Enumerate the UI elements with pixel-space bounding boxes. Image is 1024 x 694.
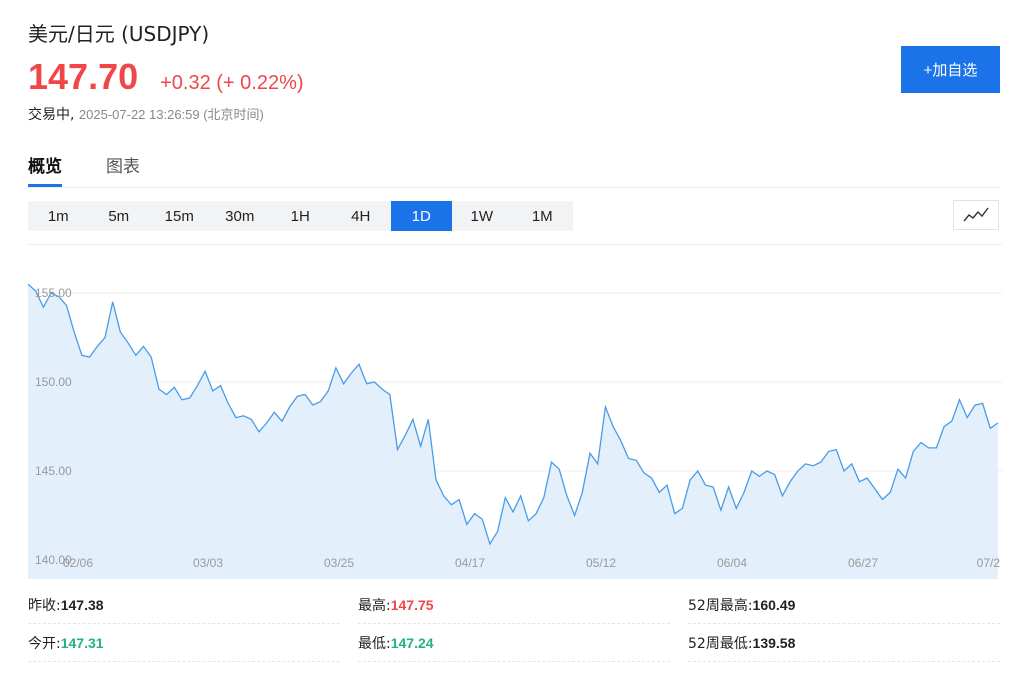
stat-label: 52周最低:	[688, 635, 753, 652]
interval-1m[interactable]: 1m	[47, 207, 69, 225]
price-row: 147.70 +0.32 (+ 0.22%)	[28, 56, 304, 98]
stat-value: 147.38	[60, 596, 104, 613]
x-tick-label: 07/2	[977, 556, 1001, 570]
stat-value: 147.31	[60, 634, 104, 651]
y-tick-label: 155.00	[35, 286, 72, 300]
interval-5m[interactable]: 5m	[108, 207, 130, 225]
stat-label: 52周最高:	[688, 597, 753, 614]
interval-30m[interactable]: 30m	[225, 207, 255, 225]
line-chart-icon	[963, 207, 989, 222]
chart-type-toggle[interactable]	[953, 200, 999, 230]
interval-15m[interactable]: 15m	[164, 207, 194, 225]
stat-label: 昨收:	[28, 597, 61, 614]
instrument-title: 美元/日元 (USDJPY)	[28, 22, 210, 46]
x-tick-label: 02/06	[63, 556, 93, 570]
interval-1h[interactable]: 1H	[290, 207, 310, 225]
tab-overview[interactable]: 概览	[28, 150, 62, 187]
stat-label: 最低:	[358, 635, 391, 652]
stat-prev-close: 昨收: 147.38	[28, 586, 340, 624]
stat-value: 139.58	[752, 634, 796, 651]
stat-value: 147.24	[390, 634, 434, 651]
chart-price-line	[28, 283, 999, 546]
x-tick-label: 04/17	[455, 556, 485, 570]
stat-value: 160.49	[752, 596, 796, 613]
trading-status: 交易中, 2025-07-22 13:26:59 (北京时间)	[28, 104, 264, 124]
x-tick-label: 03/25	[324, 556, 354, 570]
x-tick-label: 03/03	[193, 556, 223, 570]
current-price: 147.70	[28, 56, 139, 97]
interval-selector: 1m 5m 15m 30m 1H 4H 1D 1W 1M	[28, 201, 573, 231]
interval-4h[interactable]: 4H	[351, 207, 371, 225]
chart-area-fill	[28, 284, 998, 579]
tab-chart[interactable]: 图表	[106, 157, 140, 177]
stat-high: 最高: 147.75	[358, 586, 670, 624]
stat-label: 最高:	[358, 597, 391, 614]
interval-1w[interactable]: 1W	[470, 207, 494, 225]
x-tick-label: 06/27	[848, 556, 878, 570]
timestamp: 2025-07-22 13:26:59 (北京时间)	[78, 107, 264, 122]
add-watchlist-button[interactable]: +加自选	[901, 46, 1000, 93]
stat-52w-low: 52周最低: 139.58	[688, 624, 1000, 662]
status-label: 交易中,	[28, 107, 75, 123]
y-tick-label: 140.00	[35, 553, 72, 567]
stat-open: 今开: 147.31	[28, 624, 340, 662]
price-change: +0.32 (+ 0.22%)	[160, 72, 304, 94]
tab-bar: 概览 图表	[28, 150, 1000, 188]
y-tick-label: 150.00	[35, 375, 72, 389]
stat-label: 今开:	[28, 635, 61, 652]
price-chart: 155.00 150.00 145.00 140.00 02/06 03/03 03/25 0…	[28, 244, 1002, 579]
stat-52w-high: 52周最高: 160.49	[688, 586, 1000, 624]
x-tick-label: 06/04	[717, 556, 747, 570]
stat-low: 最低: 147.24	[358, 624, 670, 662]
stats-panel: 昨收: 147.38 最高: 147.75 52周最高: 160.49 今开: …	[28, 586, 1000, 662]
stat-value: 147.75	[390, 596, 434, 613]
interval-1mo[interactable]: 1M	[531, 207, 553, 225]
interval-1d[interactable]: 1D	[391, 201, 452, 231]
y-tick-label: 145.00	[35, 464, 72, 478]
x-tick-label: 05/12	[586, 556, 616, 570]
